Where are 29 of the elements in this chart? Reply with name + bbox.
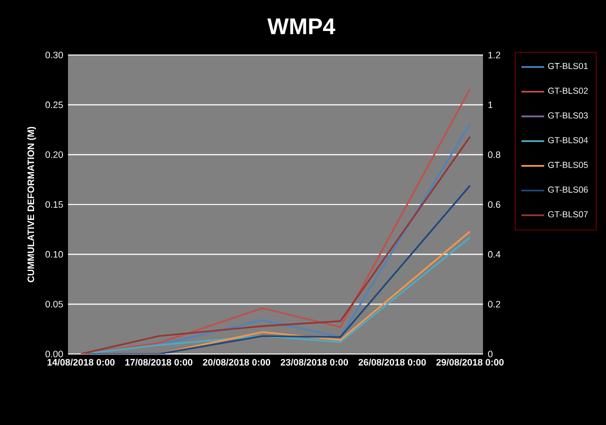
y2-tick-label: 1 [488,102,492,108]
legend-label: GT-BLS01 [548,62,588,70]
legend-label: GT-BLS07 [548,211,588,218]
y2-tick-label: 0.6 [488,201,500,208]
chart-title: WMP4 [267,18,336,34]
legend-label: GT-BLS02 [548,88,588,94]
legend-label: GT-BLS03 [548,112,588,119]
legend-label: GT-BLS06 [548,186,588,193]
legend-label: GT-BLS05 [548,162,588,168]
x-tick-label: 14/08/2018 0:00 [48,358,115,366]
y2-tick-label: 0 [488,350,493,358]
x-tick-label: 23/08/2018 0:00 [280,358,348,366]
y-tick-label: 0.20 [45,151,63,158]
y-tick-label: 0.10 [45,251,63,258]
y2-tick-label: 1.2 [488,52,500,58]
y-tick-label: 0.25 [45,102,63,108]
y-tick-label: 0.15 [45,201,63,208]
x-tick-label: 29/08/2018 0:00 [436,358,504,366]
y2-tick-label: 0.4 [488,251,500,258]
x-tick-label: 26/08/2018 0:00 [358,358,426,366]
legend-label: GT-BLS04 [548,137,588,144]
x-tick-label: 20/08/2018 0:00 [202,358,270,366]
y2-tick-label: 0.2 [488,300,500,308]
y-tick-label: 0.05 [45,300,63,308]
x-tick-label: 17/08/2018 0:00 [125,358,192,366]
y-axis-title: CUMMULATIVE DEFORMATION (M) [27,126,36,282]
y2-tick-label: 0.8 [488,151,500,158]
y-tick-label: 0.30 [45,52,63,58]
y-tick-label: 0.00 [45,350,63,358]
